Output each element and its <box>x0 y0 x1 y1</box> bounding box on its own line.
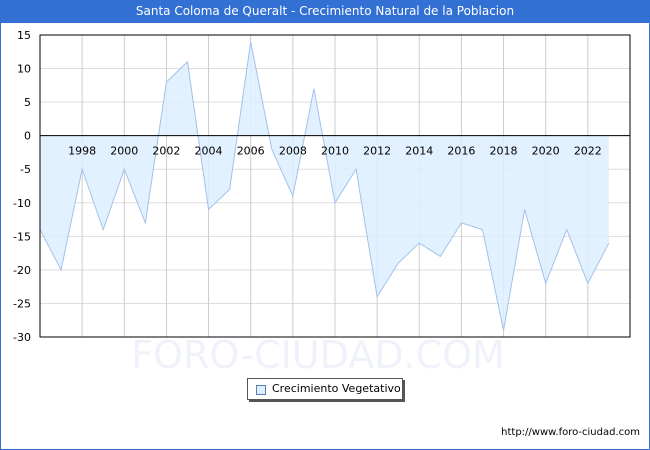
y-tick-label: 5 <box>24 96 31 109</box>
legend-swatch-icon <box>256 385 266 395</box>
x-tick-label: 2012 <box>363 145 391 158</box>
x-tick-label: 2020 <box>532 145 560 158</box>
y-tick-label: 15 <box>17 29 31 42</box>
x-tick-label: 1998 <box>68 145 96 158</box>
data-line <box>39 41 610 331</box>
y-tick-label: -20 <box>13 264 31 277</box>
area-fill <box>40 41 609 331</box>
plot-border <box>39 34 631 338</box>
x-tick-label: 2018 <box>490 145 518 158</box>
source-url: http://www.foro-ciudad.com <box>501 427 640 438</box>
x-tick-label: 2014 <box>405 145 433 158</box>
legend-label: Crecimiento Vegetativo <box>272 382 401 395</box>
x-tick-label: 2006 <box>237 145 265 158</box>
watermark: FORO-CIUDAD.COM <box>131 333 505 377</box>
y-tick-label: -25 <box>13 297 31 310</box>
x-tick-label: 2002 <box>152 145 180 158</box>
y-tick-label: 10 <box>17 63 31 76</box>
x-tick-label: 2004 <box>195 145 223 158</box>
x-tick-label: 2010 <box>321 145 349 158</box>
y-tick-label: -15 <box>13 230 31 243</box>
x-tick-label: 2022 <box>574 145 602 158</box>
chart-title: Santa Coloma de Queralt - Crecimiento Na… <box>0 0 650 23</box>
y-tick-label: 0 <box>24 130 31 143</box>
x-tick-label: 2016 <box>447 145 475 158</box>
y-tick-label: -10 <box>13 197 31 210</box>
y-tick-label: -30 <box>13 331 31 344</box>
legend: Crecimiento Vegetativo <box>247 378 403 400</box>
y-tick-label: -5 <box>20 163 31 176</box>
x-tick-label: 2008 <box>279 145 307 158</box>
x-tick-label: 2000 <box>110 145 138 158</box>
